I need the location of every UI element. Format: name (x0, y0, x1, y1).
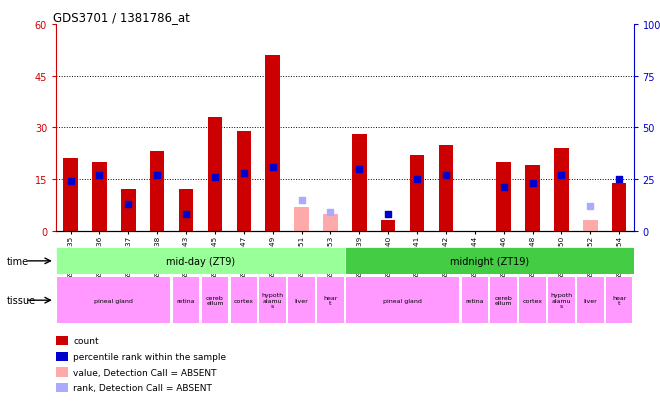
Bar (317, 278, 344, 323)
Bar (121, 190, 135, 231)
Point (123, 201, 133, 208)
Point (354, 166, 364, 173)
Bar (577, 278, 604, 323)
Text: time: time (7, 256, 29, 266)
Text: cortex: cortex (234, 298, 254, 303)
Bar (230, 278, 257, 323)
Point (527, 180, 538, 187)
Bar (63, 159, 78, 231)
Text: liver: liver (583, 298, 597, 303)
Text: pineal gland: pineal gland (94, 298, 133, 303)
Bar (265, 56, 280, 231)
Bar (56, 248, 345, 275)
Bar (352, 135, 366, 231)
Bar (202, 278, 228, 323)
Bar (208, 118, 222, 231)
Bar (173, 278, 199, 323)
Point (94, 172, 105, 179)
Text: hear
t: hear t (323, 295, 338, 306)
Bar (179, 190, 193, 231)
Point (181, 211, 191, 218)
Bar (612, 183, 626, 231)
Point (267, 164, 278, 171)
Bar (525, 166, 540, 231)
Text: mid-day (ZT9): mid-day (ZT9) (166, 256, 235, 266)
Text: hypoth
alamu
s: hypoth alamu s (550, 292, 572, 309)
Bar (346, 278, 459, 323)
Point (325, 209, 336, 216)
Bar (461, 278, 488, 323)
Bar (323, 214, 338, 231)
Point (498, 185, 509, 191)
Bar (496, 162, 511, 231)
Point (556, 172, 567, 179)
Bar (92, 162, 107, 231)
Text: pineal gland: pineal gland (383, 298, 422, 303)
Text: cortex: cortex (523, 298, 543, 303)
Point (614, 176, 624, 183)
Point (296, 197, 307, 204)
Point (238, 170, 249, 177)
Point (152, 172, 162, 179)
Bar (236, 131, 251, 231)
Text: retina: retina (465, 298, 484, 303)
Text: cereb
ellum: cereb ellum (495, 295, 513, 306)
Point (441, 172, 451, 179)
Text: liver: liver (294, 298, 308, 303)
Text: rank, Detection Call = ABSENT: rank, Detection Call = ABSENT (73, 383, 212, 392)
Point (412, 176, 422, 183)
Text: GDS3701 / 1381786_at: GDS3701 / 1381786_at (53, 11, 190, 24)
Bar (410, 156, 424, 231)
Point (65, 178, 76, 185)
Bar (259, 278, 286, 323)
Bar (150, 152, 164, 231)
Bar (439, 145, 453, 231)
Bar (554, 149, 569, 231)
Bar (381, 221, 395, 231)
Bar (519, 278, 546, 323)
Bar (548, 278, 575, 323)
Text: midnight (ZT19): midnight (ZT19) (449, 256, 529, 266)
Bar (288, 278, 315, 323)
Bar (606, 278, 632, 323)
Text: value, Detection Call = ABSENT: value, Detection Call = ABSENT (73, 368, 216, 377)
Bar (583, 221, 597, 231)
Text: count: count (73, 336, 99, 345)
Text: cereb
ellum: cereb ellum (206, 295, 224, 306)
Text: percentile rank within the sample: percentile rank within the sample (73, 352, 226, 361)
Text: hypoth
alamu
s: hypoth alamu s (261, 292, 284, 309)
Text: tissue: tissue (7, 295, 36, 306)
Bar (57, 278, 170, 323)
Text: retina: retina (177, 298, 195, 303)
Point (383, 211, 393, 218)
Bar (294, 207, 309, 231)
Point (210, 174, 220, 181)
Bar (490, 278, 517, 323)
Point (585, 203, 595, 210)
Bar (345, 248, 634, 275)
Text: hear
t: hear t (612, 295, 626, 306)
